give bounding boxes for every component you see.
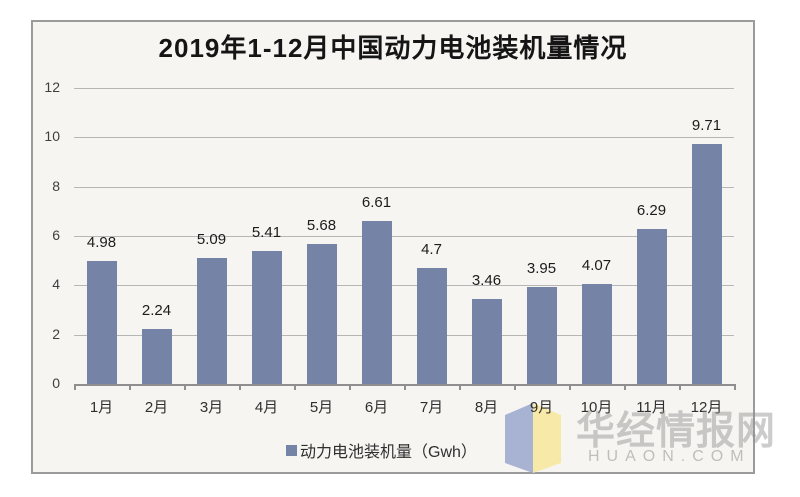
bar — [306, 243, 337, 384]
x-tick-label: 9月 — [529, 399, 554, 416]
huaon-logo-icon — [505, 403, 561, 473]
bar-value-label: 3.46 — [471, 271, 502, 289]
legend: 动力电池装机量（Gwh） — [286, 438, 477, 462]
legend-label: 动力电池装机量（Gwh） — [300, 444, 477, 461]
gridline — [74, 137, 734, 139]
x-axis-tick — [679, 384, 681, 390]
huaon-logo-right-page — [533, 403, 561, 473]
gridline — [74, 186, 734, 188]
bar — [196, 258, 227, 384]
legend-marker — [286, 444, 297, 456]
x-tick-label: 12月 — [690, 399, 723, 416]
y-tick-label: 8 — [52, 177, 60, 194]
bar — [581, 283, 612, 384]
x-tick-label: 8月 — [474, 399, 499, 416]
bar — [691, 144, 722, 384]
x-axis-tick — [569, 384, 571, 390]
bar-value-label: 4.07 — [581, 256, 612, 274]
bar — [86, 261, 117, 384]
y-tick-label: 12 — [44, 79, 60, 95]
x-axis-tick — [349, 384, 351, 390]
x-axis-tick — [404, 384, 406, 390]
x-axis-tick — [294, 384, 296, 390]
bar-value-label: 5.09 — [196, 231, 227, 249]
bar — [141, 328, 172, 384]
gridline — [74, 334, 734, 336]
bar-value-label: 3.95 — [526, 259, 557, 277]
watermark-cn-text: 华经情报网 — [576, 410, 777, 453]
bar — [636, 228, 667, 384]
bar — [251, 250, 282, 384]
y-tick-label: 0 — [52, 375, 60, 391]
chart-title: 2019年1-12月中国动力电池装机量情况 — [158, 33, 628, 63]
gridline — [74, 88, 734, 89]
bar-value-label: 6.61 — [361, 193, 392, 211]
bar-value-label: 4.98 — [86, 234, 117, 252]
x-tick-label: 6月 — [364, 399, 389, 416]
x-tick-label: 10月 — [580, 399, 613, 416]
x-tick-label: 5月 — [309, 399, 334, 416]
y-tick-label: 4 — [52, 276, 60, 293]
bar — [416, 268, 447, 384]
chart-frame — [31, 20, 755, 474]
gridline — [74, 285, 734, 287]
watermark-en-text: HUAON.COM — [588, 448, 751, 465]
x-axis-tick — [239, 384, 241, 390]
bar-value-label: 4.7 — [421, 241, 442, 259]
x-axis-tick — [74, 384, 76, 390]
bar-value-label: 6.29 — [636, 201, 667, 219]
x-axis-tick — [624, 384, 626, 390]
bar — [361, 220, 392, 384]
bar-value-label: 5.68 — [306, 216, 337, 234]
y-tick-label: 2 — [52, 325, 60, 342]
bar — [471, 298, 502, 384]
huaon-logo-left-page — [505, 403, 533, 473]
bar-value-label: 2.24 — [141, 301, 172, 319]
x-axis-tick — [459, 384, 461, 390]
x-tick-label: 11月 — [636, 399, 667, 416]
bar-value-label: 9.71 — [691, 117, 722, 135]
bar — [526, 286, 557, 384]
x-tick-label: 1月 — [89, 399, 114, 416]
x-tick-label: 3月 — [199, 399, 224, 416]
x-axis-tick — [514, 384, 516, 390]
x-axis-tick — [184, 384, 186, 390]
y-tick-label: 6 — [52, 227, 60, 243]
x-tick-label: 7月 — [419, 399, 444, 416]
x-axis-tick — [129, 384, 131, 390]
y-tick-label: 10 — [44, 128, 60, 145]
x-tick-label: 4月 — [254, 399, 279, 416]
x-axis-tick — [734, 384, 736, 390]
x-tick-label: 2月 — [144, 399, 169, 416]
gridline — [74, 236, 734, 237]
bar-value-label: 5.41 — [251, 223, 282, 241]
